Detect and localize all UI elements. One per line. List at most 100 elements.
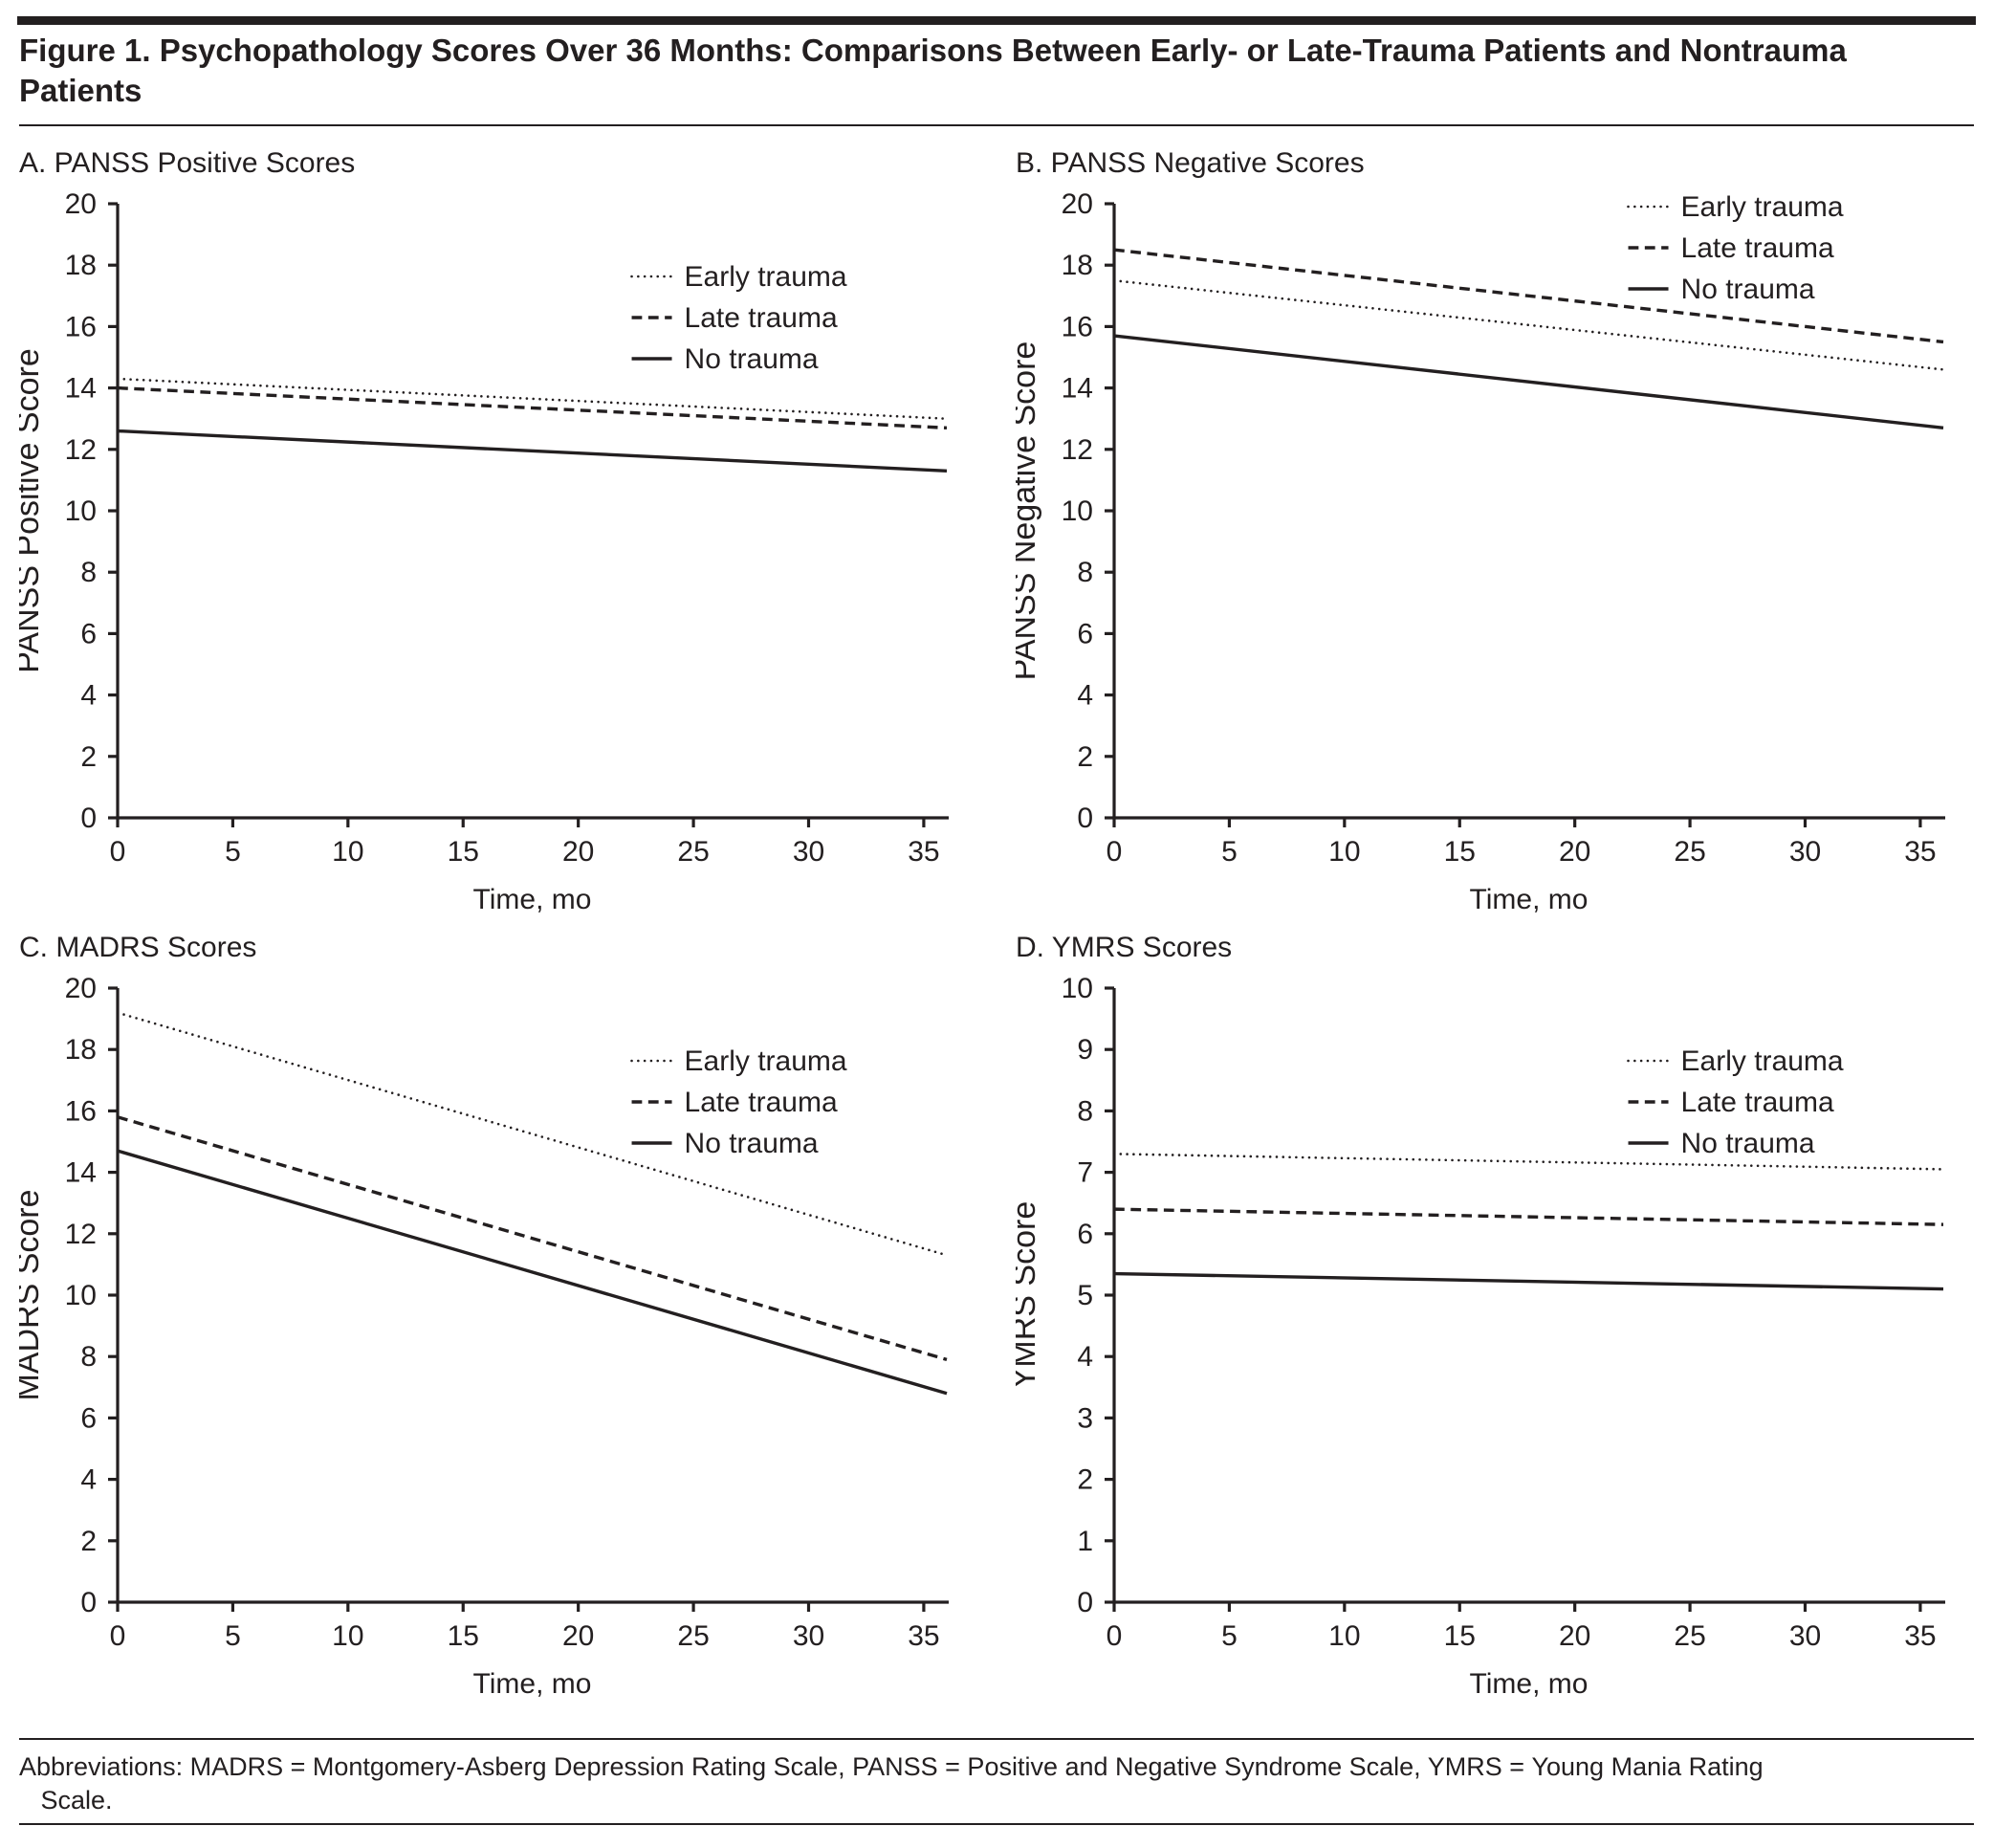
svg-text:14: 14 [1062, 373, 1093, 405]
svg-text:12: 12 [65, 434, 97, 466]
svg-text:5: 5 [225, 836, 241, 868]
svg-text:25: 25 [1674, 836, 1705, 868]
svg-text:6: 6 [1077, 618, 1093, 649]
svg-text:10: 10 [332, 1620, 363, 1652]
svg-text:20: 20 [1559, 1620, 1590, 1652]
svg-text:5: 5 [225, 1620, 241, 1652]
svg-text:30: 30 [793, 1620, 824, 1652]
svg-text:6: 6 [1077, 1219, 1093, 1250]
svg-text:Early trauma: Early trauma [685, 261, 847, 293]
svg-text:20: 20 [562, 1620, 594, 1652]
svg-text:6: 6 [80, 618, 97, 649]
svg-text:20: 20 [65, 188, 97, 220]
svg-text:Late trauma: Late trauma [685, 1087, 838, 1118]
svg-text:Late trauma: Late trauma [1681, 232, 1834, 264]
svg-text:5: 5 [1077, 1280, 1093, 1311]
svg-text:Time, mo: Time, mo [473, 1668, 592, 1700]
svg-text:10: 10 [65, 1280, 97, 1311]
svg-text:30: 30 [1789, 836, 1821, 868]
svg-text:2: 2 [1077, 741, 1093, 773]
svg-text:No trauma: No trauma [685, 1128, 819, 1159]
svg-text:7: 7 [1077, 1157, 1093, 1189]
svg-text:4: 4 [1077, 680, 1093, 712]
svg-text:30: 30 [1789, 1620, 1821, 1652]
svg-text:4: 4 [80, 1464, 97, 1496]
svg-text:0: 0 [1107, 1620, 1123, 1652]
svg-text:12: 12 [65, 1219, 97, 1250]
svg-text:No trauma: No trauma [685, 343, 819, 375]
svg-text:0: 0 [1077, 1587, 1093, 1618]
svg-text:16: 16 [65, 1095, 97, 1127]
svg-text:2: 2 [80, 741, 97, 773]
svg-text:30: 30 [793, 836, 824, 868]
svg-text:Early trauma: Early trauma [1681, 1045, 1844, 1077]
svg-text:16: 16 [1062, 311, 1093, 342]
svg-text:PANSS Positive Score: PANSS Positive Score [19, 348, 46, 673]
svg-text:MADRS Score: MADRS Score [19, 1189, 46, 1400]
svg-text:No trauma: No trauma [1681, 1128, 1815, 1159]
svg-text:8: 8 [80, 1341, 97, 1373]
svg-text:C. MADRS Scores: C. MADRS Scores [19, 932, 256, 963]
svg-text:14: 14 [65, 1157, 97, 1189]
svg-text:4: 4 [1077, 1341, 1093, 1373]
svg-text:8: 8 [1077, 1095, 1093, 1127]
svg-text:Late trauma: Late trauma [1681, 1087, 1834, 1118]
svg-text:5: 5 [1221, 836, 1238, 868]
svg-text:35: 35 [908, 836, 939, 868]
svg-text:0: 0 [80, 1587, 97, 1618]
svg-text:10: 10 [1062, 495, 1093, 527]
svg-text:PANSS Negative Score: PANSS Negative Score [1016, 341, 1042, 681]
svg-text:D. YMRS Scores: D. YMRS Scores [1016, 932, 1232, 963]
svg-text:Time, mo: Time, mo [1470, 884, 1589, 915]
svg-text:0: 0 [80, 803, 97, 834]
svg-text:18: 18 [65, 1034, 97, 1066]
svg-text:10: 10 [1328, 836, 1360, 868]
svg-text:20: 20 [1062, 188, 1093, 220]
svg-text:15: 15 [1444, 1620, 1476, 1652]
svg-text:0: 0 [1077, 803, 1093, 834]
svg-text:20: 20 [1559, 836, 1590, 868]
svg-text:20: 20 [65, 973, 97, 1004]
svg-text:10: 10 [1062, 973, 1093, 1004]
svg-text:10: 10 [65, 495, 97, 527]
svg-text:3: 3 [1077, 1402, 1093, 1434]
svg-text:6: 6 [80, 1402, 97, 1434]
svg-text:B. PANSS Negative Scores: B. PANSS Negative Scores [1016, 147, 1365, 179]
svg-text:25: 25 [1674, 1620, 1705, 1652]
svg-text:0: 0 [1107, 836, 1123, 868]
svg-text:25: 25 [677, 1620, 709, 1652]
svg-text:8: 8 [1077, 557, 1093, 588]
svg-text:35: 35 [908, 1620, 939, 1652]
svg-text:18: 18 [1062, 250, 1093, 281]
svg-text:4: 4 [80, 680, 97, 712]
svg-text:15: 15 [1444, 836, 1476, 868]
svg-text:2: 2 [80, 1526, 97, 1557]
svg-text:0: 0 [110, 836, 126, 868]
svg-text:Time, mo: Time, mo [473, 884, 592, 915]
svg-text:35: 35 [1904, 836, 1936, 868]
svg-text:8: 8 [80, 557, 97, 588]
svg-text:15: 15 [448, 1620, 479, 1652]
svg-text:16: 16 [65, 311, 97, 342]
svg-text:5: 5 [1221, 1620, 1238, 1652]
svg-text:YMRS Score: YMRS Score [1016, 1201, 1042, 1390]
svg-text:Early trauma: Early trauma [1681, 191, 1844, 223]
svg-text:2: 2 [1077, 1464, 1093, 1496]
svg-text:A. PANSS Positive Scores: A. PANSS Positive Scores [19, 147, 355, 179]
svg-text:Early trauma: Early trauma [685, 1045, 847, 1077]
svg-text:9: 9 [1077, 1034, 1093, 1066]
svg-text:10: 10 [332, 836, 363, 868]
svg-text:0: 0 [110, 1620, 126, 1652]
svg-text:15: 15 [448, 836, 479, 868]
svg-text:Time, mo: Time, mo [1470, 1668, 1589, 1700]
svg-text:12: 12 [1062, 434, 1093, 466]
svg-text:Late trauma: Late trauma [685, 302, 838, 334]
svg-text:14: 14 [65, 373, 97, 405]
svg-text:35: 35 [1904, 1620, 1936, 1652]
svg-text:18: 18 [65, 250, 97, 281]
svg-text:1: 1 [1077, 1526, 1093, 1557]
svg-text:No trauma: No trauma [1681, 274, 1815, 305]
svg-text:20: 20 [562, 836, 594, 868]
svg-text:10: 10 [1328, 1620, 1360, 1652]
svg-text:25: 25 [677, 836, 709, 868]
